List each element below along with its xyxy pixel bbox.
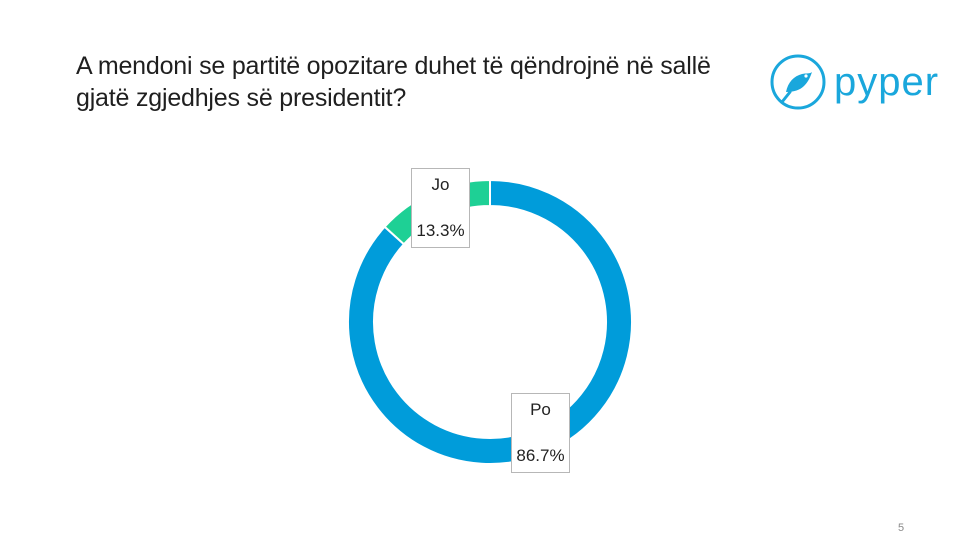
- data-label-po-category: Po: [530, 400, 551, 419]
- data-label-po: Po 86.7%: [511, 393, 570, 473]
- slice-po: [347, 178, 633, 465]
- page-number: 5: [898, 522, 905, 534]
- data-label-jo-value: 13.3%: [416, 221, 465, 240]
- page-title: A mendoni se partitë opozitare duhet të …: [76, 52, 711, 112]
- data-label-jo-category: Jo: [431, 175, 450, 194]
- data-label-jo: Jo 13.3%: [411, 168, 470, 248]
- brand-logo: pyper: [768, 50, 968, 114]
- data-label-po-value: 86.7%: [516, 446, 565, 465]
- bird-icon: [770, 54, 826, 110]
- brand-name: pyper: [834, 59, 940, 104]
